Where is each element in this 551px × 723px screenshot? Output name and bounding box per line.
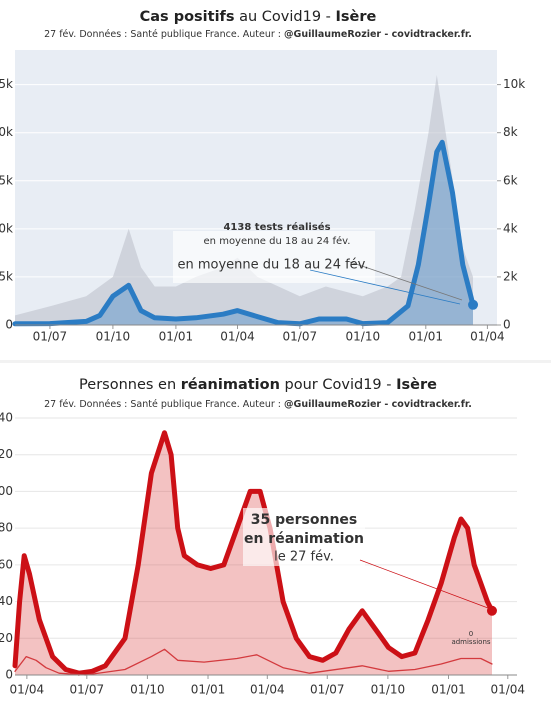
annotation: en réanimation [244, 531, 364, 547]
x-tick-label: 01/04 [470, 330, 505, 344]
annotation-arrow [309, 269, 461, 305]
chart-title-part: au Covid19 - [235, 9, 336, 25]
separator [0, 360, 551, 363]
x-tick-label: 01/07 [310, 683, 345, 697]
y-tick-label: 80 [0, 521, 13, 535]
y2-tick-label: 2k [503, 269, 518, 283]
y-tick-label: 140 [0, 411, 13, 425]
y-tick-label: 0 [5, 668, 13, 682]
x-tick-label: 01/01 [191, 683, 226, 697]
y-tick-label: 60 [0, 557, 13, 571]
annotation-box [243, 508, 365, 566]
area [15, 75, 473, 325]
x-tick-label: 01/04 [250, 683, 285, 697]
annotation: admissions [451, 638, 490, 646]
y-tick-label: 20 [0, 631, 13, 645]
y2-tick-label: 4k [503, 221, 518, 235]
chart-subtitle-part: @GuillaumeRozier - covidtracker.fr. [284, 29, 472, 40]
x-tick-label: 01/04 [10, 683, 45, 697]
chart-title-part: réanimation [181, 377, 280, 393]
annotation: 35 personnes [251, 512, 358, 528]
y2-tick-label: 0 [503, 318, 511, 332]
y-tick-label: 40 [0, 594, 13, 608]
annotation-arrow [359, 559, 489, 609]
y2-tick-label: 8k [503, 125, 518, 139]
y-tick-label: 5k [0, 269, 13, 283]
annotation-arrow [349, 261, 463, 301]
y-tick-label: 10k [0, 221, 13, 235]
chart-subtitle-part: @GuillaumeRozier - covidtracker.fr. [284, 399, 472, 410]
annotation: le 27 fév. [274, 550, 334, 565]
annotation: 0 [469, 630, 473, 638]
x-tick-label: 01/07 [283, 330, 318, 344]
x-tick-label: 01/10 [346, 330, 381, 344]
end-point [468, 299, 479, 310]
chart-subtitle-part: 27 fév. Données : Santé publique France.… [44, 29, 284, 40]
annotation: 4138 tests réalisés [223, 221, 330, 233]
x-tick-label: 01/01 [159, 330, 194, 344]
y-tick-label: 15k [0, 173, 13, 187]
end-point [486, 605, 497, 616]
chart-title: Personnes en réanimation pour Covid19 - … [79, 377, 437, 393]
chart-title: Cas positifs au Covid19 - Isère [140, 9, 377, 25]
y-tick-label: 25k [0, 77, 13, 91]
x-tick-label: 01/10 [96, 330, 131, 344]
x-tick-label: 01/07 [70, 683, 105, 697]
chart-subtitle: 27 fév. Données : Santé publique France.… [44, 29, 472, 40]
y-tick-label: 120 [0, 447, 13, 461]
x-tick-label: 01/10 [130, 683, 165, 697]
annotation: en moyenne du 18 au 24 fév. [204, 235, 351, 247]
x-tick-label: 01/04 [490, 683, 525, 697]
chart-subtitle: 27 fév. Données : Santé publique France.… [44, 399, 472, 410]
y-tick-label: 100 [0, 484, 13, 498]
annotation: en moyenne du 18 au 24 fév. [178, 258, 369, 273]
y2-tick-label: 6k [503, 173, 518, 187]
chart-title-part: Isère [336, 9, 377, 25]
chart-title-part: Isère [396, 377, 437, 393]
x-tick-label: 01/10 [371, 683, 406, 697]
y2-tick-label: 10k [503, 77, 525, 91]
area [15, 142, 473, 325]
chart-title-part: pour Covid19 - [280, 377, 396, 393]
x-tick-label: 01/01 [431, 683, 466, 697]
x-tick-label: 01/01 [408, 330, 443, 344]
x-tick-label: 01/04 [220, 330, 255, 344]
chart-subtitle-part: 27 fév. Données : Santé publique France.… [44, 399, 284, 410]
line [12, 139, 476, 327]
chart-title-part: Personnes en [79, 377, 181, 393]
chart-title-part: Cas positifs [140, 9, 235, 25]
annotation-box [173, 231, 375, 283]
x-tick-label: 01/07 [33, 330, 68, 344]
line [14, 648, 493, 676]
y-tick-label: 0 [5, 318, 13, 332]
y-tick-label: 20k [0, 125, 13, 139]
